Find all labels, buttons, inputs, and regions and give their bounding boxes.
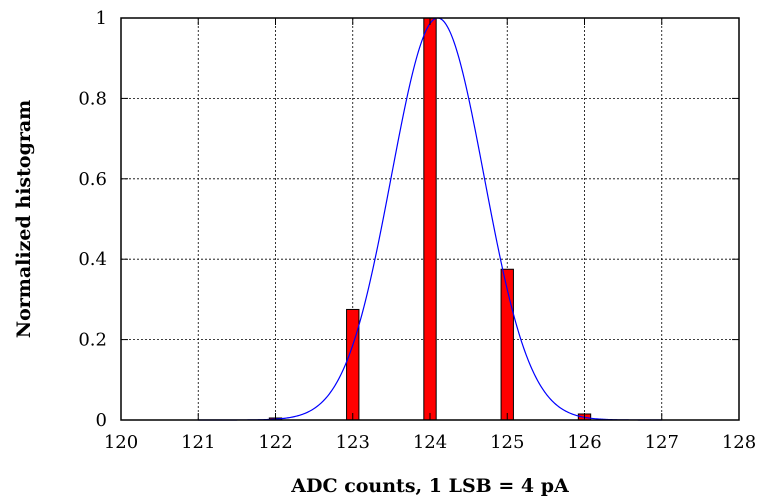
x-tick-label: 122 — [258, 432, 292, 453]
y-tick-label: 0.4 — [78, 249, 107, 270]
axis-ticks — [120, 17, 740, 421]
y-tick-labels: 0 0.2 0.4 0.6 0.8 1 — [78, 8, 107, 431]
x-tick-label: 121 — [181, 432, 215, 453]
y-tick-label: 0.6 — [78, 169, 107, 190]
x-tick-labels: 120 121 122 123 124 125 126 127 128 — [104, 432, 756, 453]
y-tick-label: 0.2 — [78, 330, 107, 351]
x-axis-title: ADC counts, 1 LSB = 4 pA — [290, 475, 569, 497]
x-tick-label: 126 — [567, 432, 601, 453]
histogram-bar — [346, 308, 360, 421]
x-tick-label: 125 — [490, 432, 524, 453]
x-tick-label: 127 — [645, 432, 679, 453]
x-tick-label: 120 — [104, 432, 138, 453]
x-tick-label: 123 — [336, 432, 370, 453]
histogram-bar — [423, 17, 437, 421]
x-tick-label: 124 — [413, 432, 447, 453]
y-tick-label: 0 — [96, 410, 107, 431]
y-tick-label: 1 — [96, 8, 107, 29]
x-tick-label: 128 — [722, 432, 756, 453]
histogram-bars — [268, 17, 592, 421]
y-tick-label: 0.8 — [78, 88, 107, 109]
y-axis-title: Normalized histogram — [13, 100, 35, 339]
